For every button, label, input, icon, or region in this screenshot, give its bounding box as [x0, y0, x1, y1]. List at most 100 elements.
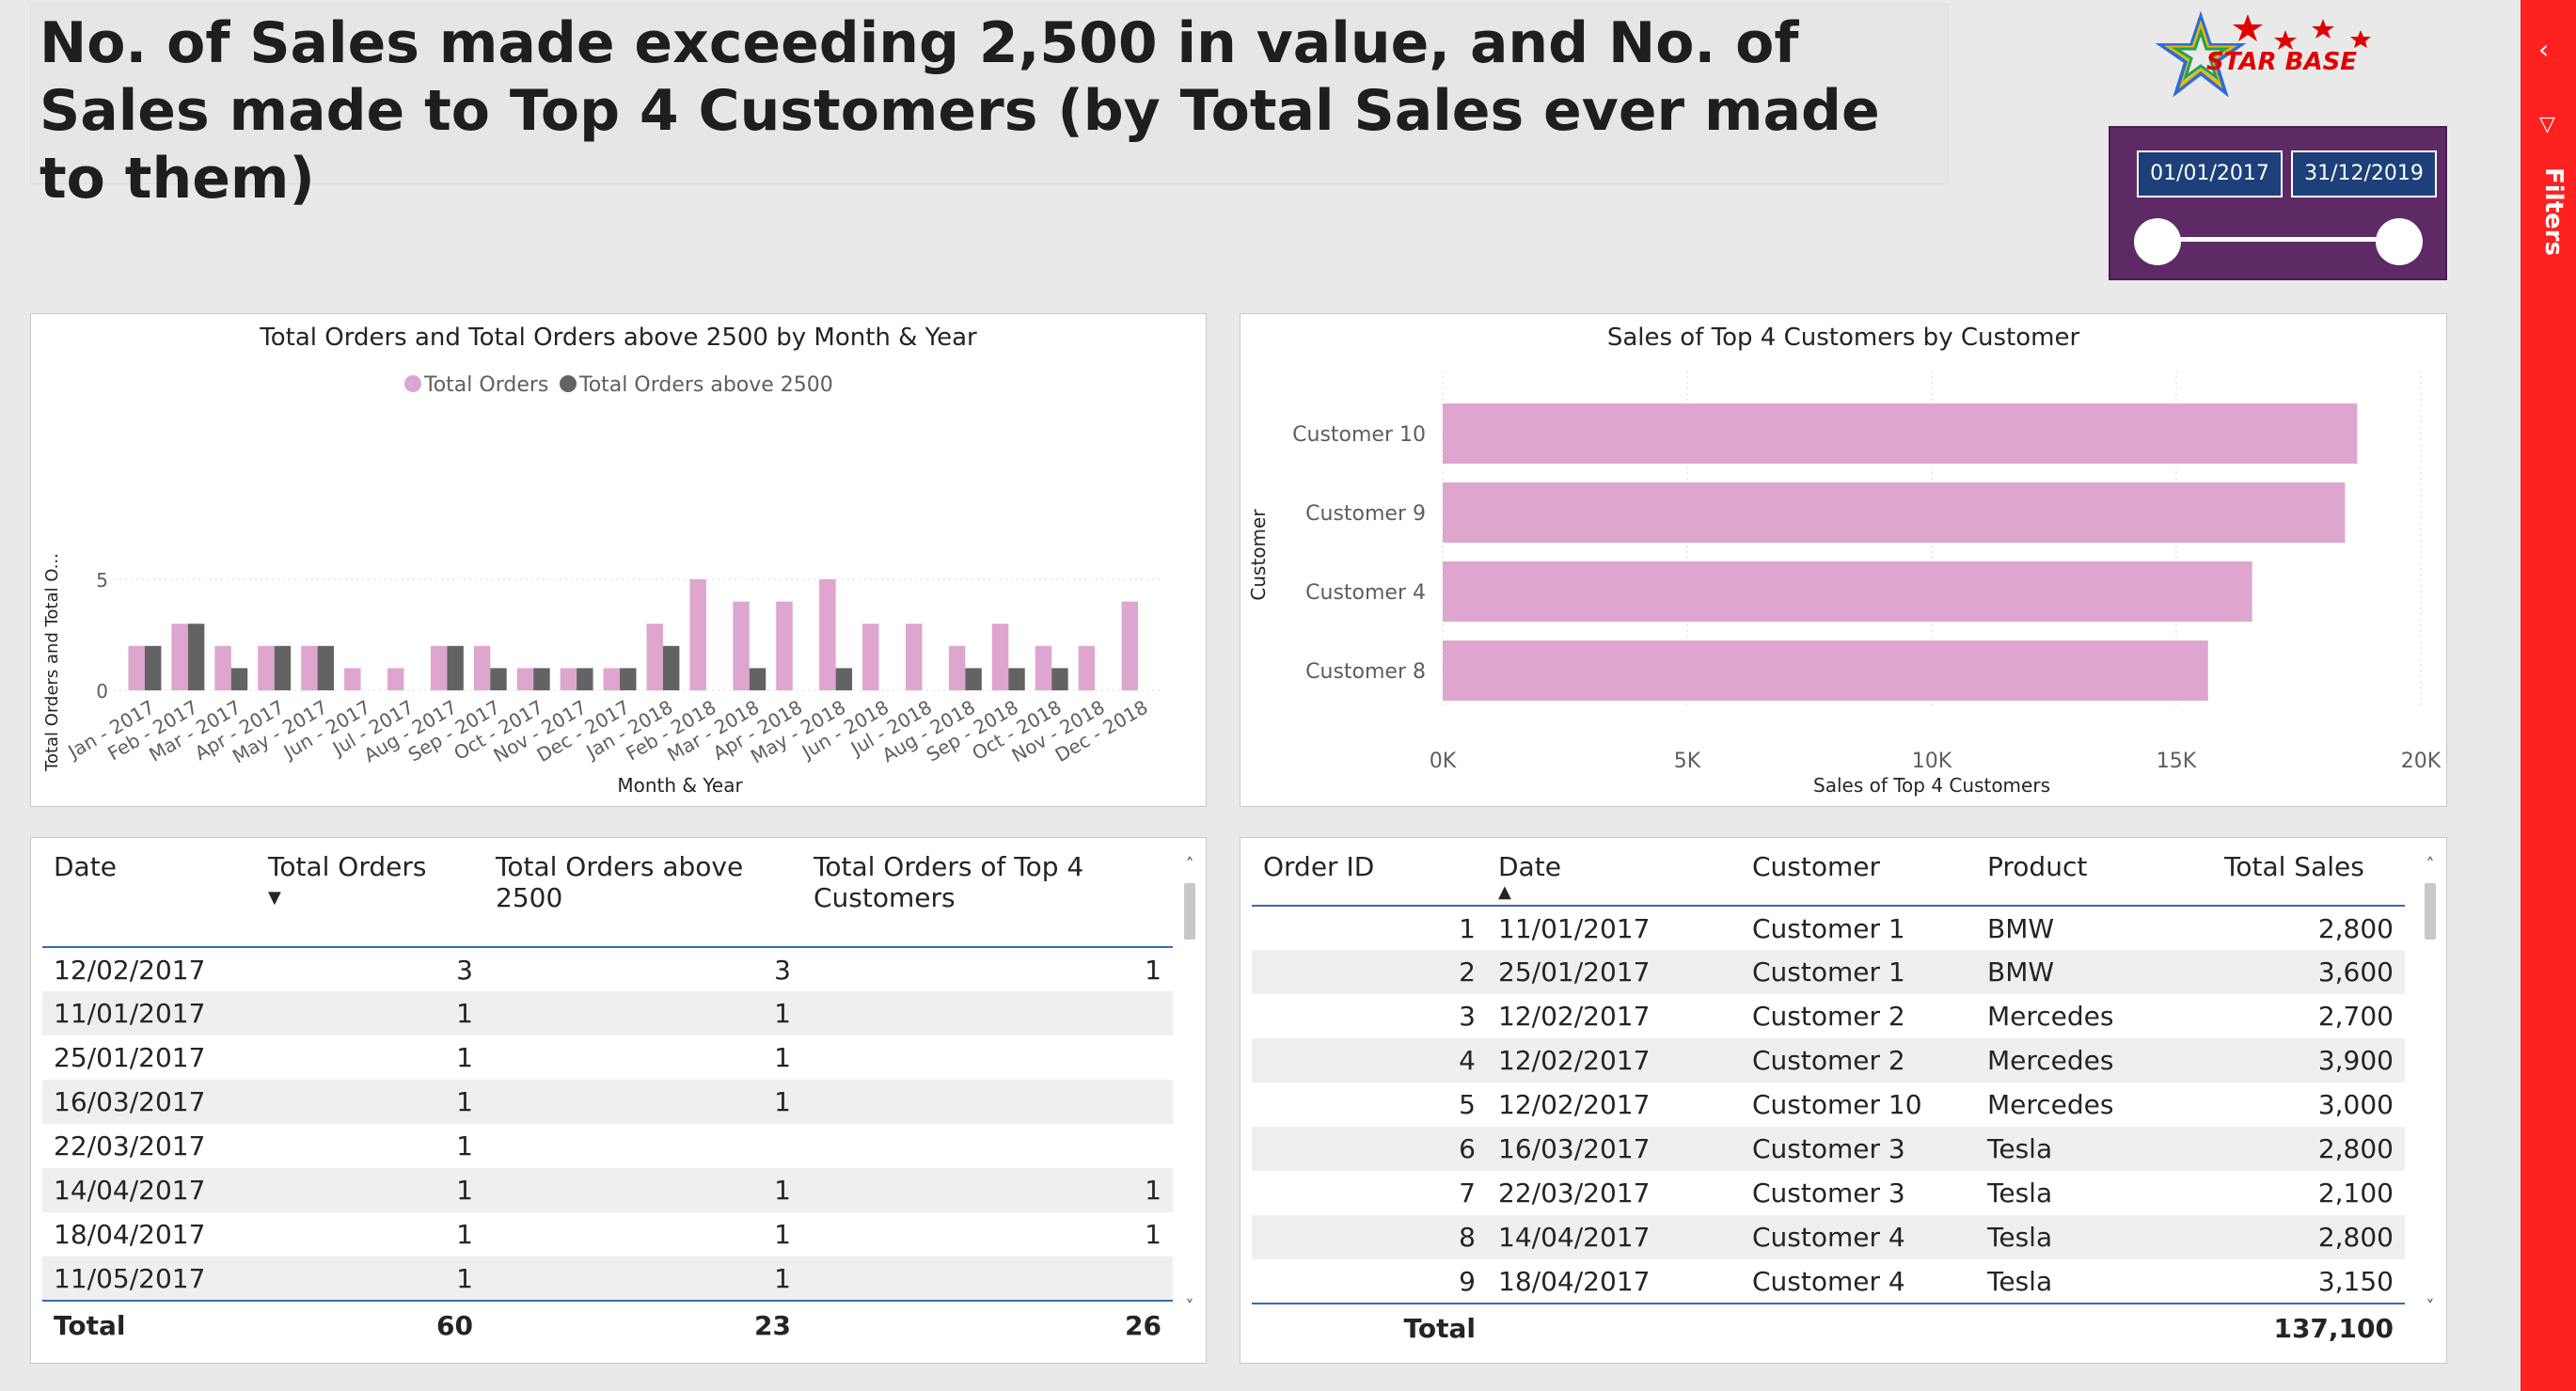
table2-scroll-thumb[interactable] [2425, 883, 2436, 940]
table-row[interactable]: 22/03/2017 1 [42, 1124, 1173, 1168]
bar-total-orders [128, 645, 145, 690]
table2-cell: Tesla [1987, 1265, 2053, 1297]
table2-cell: 5 [1459, 1089, 1476, 1120]
table2-cell: Customer 4 [1741, 1215, 1976, 1259]
table2-cell: 2,700 [2317, 1001, 2394, 1032]
table-row[interactable]: 2 25/01/2017 Customer 1 BMW 3,600 [1252, 950, 2405, 994]
bar-orders-above-2500 [230, 668, 248, 690]
col-header-orders-top4[interactable]: Total Orders of Top 4 Customers [802, 838, 1173, 948]
table-row[interactable]: 7 22/03/2017 Customer 3 Tesla 2,100 [1252, 1171, 2405, 1215]
bar-total-orders [473, 645, 491, 690]
table2-cell: Mercedes [1987, 1089, 2114, 1120]
table-row[interactable]: 14/04/2017 1 1 1 [42, 1168, 1173, 1212]
table-row[interactable]: 12/02/2017 3 3 1 [42, 947, 1173, 991]
table2-scrollbar[interactable]: ˄ ˅ [2422, 857, 2439, 1318]
table1-total-top4: 26 [802, 1300, 1173, 1350]
table-row[interactable]: 11/05/2017 1 1 [42, 1257, 1173, 1301]
table1-total-above-2500: 23 [484, 1300, 802, 1350]
col-header-date[interactable]: Date [42, 838, 257, 948]
filters-pane[interactable]: ‹ ▽ Filters [2521, 0, 2576, 1391]
table2-cell: 4 [1252, 1038, 1487, 1083]
bar-orders-above-2500 [187, 624, 205, 690]
table-row[interactable]: 6 16/03/2017 Customer 3 Tesla 2,800 [1252, 1127, 2405, 1171]
table-row[interactable]: 4 12/02/2017 Customer 2 Mercedes 3,900 [1252, 1038, 2405, 1083]
sort-descending-icon: ▼ [268, 888, 281, 908]
chevron-left-icon[interactable]: ‹ [2538, 34, 2550, 65]
table1-cell: 3 [456, 954, 473, 986]
table1-cell: 1 [802, 1168, 1173, 1212]
col-header-customer[interactable]: Customer [1741, 838, 1976, 907]
scroll-up-icon[interactable]: ˄ [1185, 855, 1194, 875]
date-slider-end-handle[interactable] [2376, 218, 2423, 265]
table-row[interactable]: 16/03/2017 1 1 [42, 1080, 1173, 1124]
table1-cell: 1 [257, 991, 484, 1035]
table2-cell: 2 [1252, 950, 1487, 994]
table1-cell: 22/03/2017 [54, 1130, 206, 1162]
table2-cell: BMW [1987, 912, 2055, 944]
orders-by-date-table[interactable]: Date Total Orders ▼ Total Orders above 25… [30, 837, 1207, 1364]
bar-total-orders [991, 624, 1009, 690]
bar-total-orders [646, 624, 663, 690]
orders-by-month-chart[interactable]: Total Orders and Total Orders above 2500… [30, 313, 1207, 807]
table1-cell: 18/04/2017 [54, 1219, 206, 1250]
start-date-input[interactable]: 01/01/2017 [2137, 150, 2283, 198]
table2-cell: Customer 2 [1741, 1038, 1976, 1083]
table2-cell: 11/01/2017 [1498, 912, 1651, 944]
table1-cell [802, 1035, 1173, 1080]
bar-orders-above-2500 [317, 645, 335, 690]
table2-cell: Customer 3 [1752, 1178, 1905, 1209]
col-header-orders-above-2500[interactable]: Total Orders above 2500 [484, 838, 802, 948]
top4-customers-chart[interactable]: Sales of Top 4 Customers by Customer Cus… [1240, 313, 2447, 807]
title-box [30, 4, 1949, 184]
table2-total-label: Total [1252, 1303, 1487, 1352]
table-row[interactable]: 18/04/2017 1 1 1 [42, 1212, 1173, 1257]
logo-text: STAR BASE [2206, 48, 2357, 76]
chart2-y-tick: Customer 10 [1292, 423, 1426, 447]
col-header-date[interactable]: Date ▲ [1487, 838, 1741, 907]
table2-cell: 12/02/2017 [1498, 1001, 1651, 1032]
bar-orders-above-2500 [835, 668, 853, 690]
legend-total-orders: Total Orders [423, 373, 548, 397]
col-header-total-sales[interactable]: Total Sales [2213, 838, 2405, 907]
bar-orders-above-2500 [1051, 668, 1068, 690]
date-slider-track [2162, 237, 2407, 242]
date-range-slicer[interactable]: 01/01/2017 31/12/2019 [2109, 126, 2447, 280]
table1-cell: 16/03/2017 [42, 1080, 257, 1124]
table1-scroll-thumb[interactable] [1184, 883, 1195, 940]
table1-cell: 11/01/2017 [42, 991, 257, 1035]
table2-cell: 16/03/2017 [1487, 1127, 1741, 1171]
table2-total-sales: 137,100 [2213, 1303, 2405, 1352]
table2-cell: 3,150 [2317, 1265, 2394, 1297]
table-row[interactable]: 8 14/04/2017 Customer 4 Tesla 2,800 [1252, 1215, 2405, 1259]
bar-total-orders [862, 624, 879, 690]
bar-total-orders [258, 645, 275, 690]
table-row[interactable]: 9 18/04/2017 Customer 4 Tesla 3,150 [1252, 1259, 2405, 1304]
col-header-product[interactable]: Product [1976, 838, 2213, 907]
table1-cell: 1 [484, 1080, 802, 1124]
col-header-total-orders[interactable]: Total Orders ▼ [257, 838, 484, 948]
table1-cell: 1 [1145, 1219, 1162, 1250]
table1-cell [802, 991, 1173, 1035]
date-slider-start-handle[interactable] [2134, 218, 2181, 265]
table2-cell: 3,900 [2213, 1038, 2405, 1083]
chart2-x-tick: 20K [2401, 750, 2442, 773]
scroll-down-icon[interactable]: ˅ [2426, 1297, 2435, 1317]
scroll-up-icon[interactable]: ˄ [2426, 855, 2435, 875]
table1-cell: 1 [774, 1042, 791, 1073]
table-row[interactable]: 5 12/02/2017 Customer 10 Mercedes 3,000 [1252, 1083, 2405, 1127]
end-date-input[interactable]: 31/12/2019 [2291, 150, 2437, 198]
table-row[interactable]: 11/01/2017 1 1 [42, 991, 1173, 1035]
table-row[interactable]: 3 12/02/2017 Customer 2 Mercedes 2,700 [1252, 994, 2405, 1038]
bar-total-orders [1121, 601, 1139, 690]
chart2-x-tick: 10K [1912, 750, 1952, 773]
table2-cell: 3,600 [2213, 950, 2405, 994]
table1-cell: 3 [774, 954, 791, 986]
table-row[interactable]: 25/01/2017 1 1 [42, 1035, 1173, 1080]
col-header-order-id[interactable]: Order ID [1252, 838, 1487, 907]
table1-scrollbar[interactable]: ˄ ˅ [1181, 857, 1198, 1318]
table1-cell: 1 [484, 1257, 802, 1301]
orders-detail-table[interactable]: Order ID Date ▲ Customer Product Total Sa… [1240, 837, 2447, 1364]
scroll-down-icon[interactable]: ˅ [1185, 1297, 1194, 1317]
star-base-logo: STAR BASE [2155, 10, 2371, 98]
table-row[interactable]: 1 11/01/2017 Customer 1 BMW 2,800 [1252, 906, 2405, 950]
